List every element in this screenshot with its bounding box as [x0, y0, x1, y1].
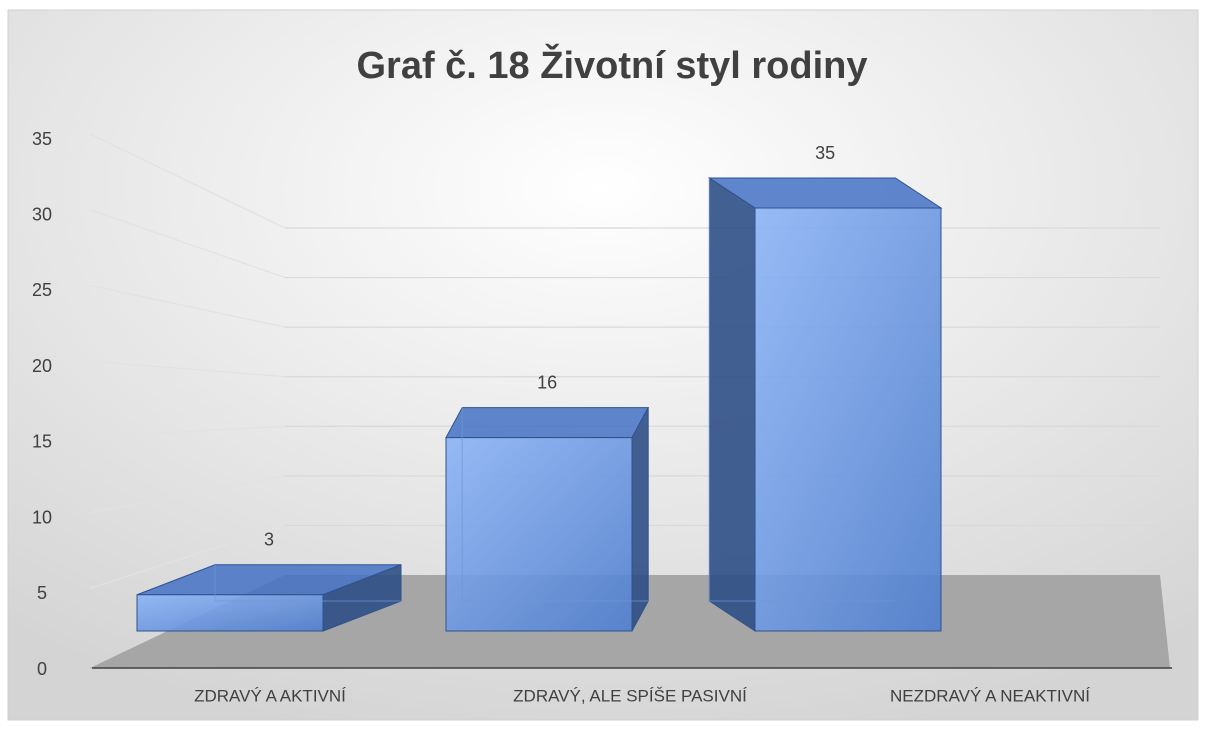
grid-line	[89, 133, 286, 229]
x-tick-label: NEZDRAVÝ A NEAKTIVNÍ	[890, 686, 1090, 705]
data-label: 16	[537, 372, 557, 392]
bar-edge	[708, 178, 896, 602]
data-label: 35	[815, 143, 835, 163]
bar	[445, 437, 633, 632]
bar-edge	[214, 564, 401, 602]
bar-side	[708, 177, 756, 632]
y-tick-label: 20	[32, 356, 52, 376]
y-tick-label: 35	[32, 129, 52, 149]
x-tick-label: ZDRAVÝ, ALE SPÍŠE PASIVNÍ	[513, 686, 747, 705]
grid-line	[89, 524, 286, 589]
grid-line	[89, 360, 286, 378]
data-label: 3	[264, 529, 274, 549]
y-tick-label: 5	[37, 583, 47, 603]
bar-top	[445, 407, 650, 439]
chart-title: Graf č. 18 Životní styl rodiny	[356, 43, 867, 87]
y-tick-label: 25	[32, 280, 52, 300]
y-tick-label: 0	[37, 659, 47, 679]
grid-line	[89, 209, 286, 279]
y-tick-label: 10	[32, 507, 52, 527]
bar	[754, 207, 942, 632]
grid-line	[89, 425, 286, 438]
y-tick-label: 30	[32, 204, 52, 224]
grid-line	[89, 475, 286, 514]
bar-side	[631, 407, 649, 632]
bar	[136, 594, 324, 632]
x-tick-label: ZDRAVÝ A AKTIVNÍ	[194, 686, 346, 705]
y-tick-label: 15	[32, 432, 52, 452]
grid-line	[89, 284, 286, 328]
bar-edge	[461, 407, 649, 602]
